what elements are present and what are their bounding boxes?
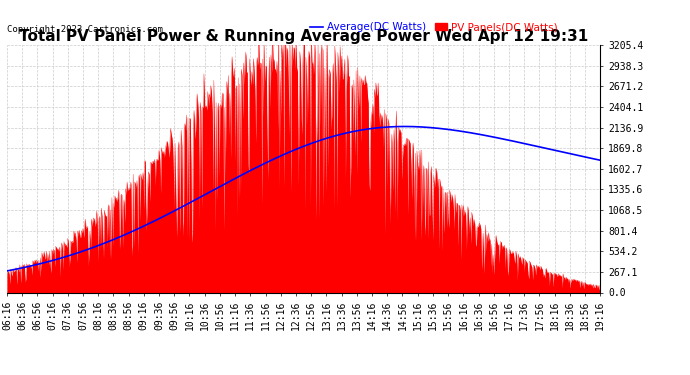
Legend: Average(DC Watts), PV Panels(DC Watts): Average(DC Watts), PV Panels(DC Watts)	[306, 18, 562, 36]
Title: Total PV Panel Power & Running Average Power Wed Apr 12 19:31: Total PV Panel Power & Running Average P…	[19, 29, 588, 44]
Text: Copyright 2023 Cartronics.com: Copyright 2023 Cartronics.com	[7, 25, 163, 34]
